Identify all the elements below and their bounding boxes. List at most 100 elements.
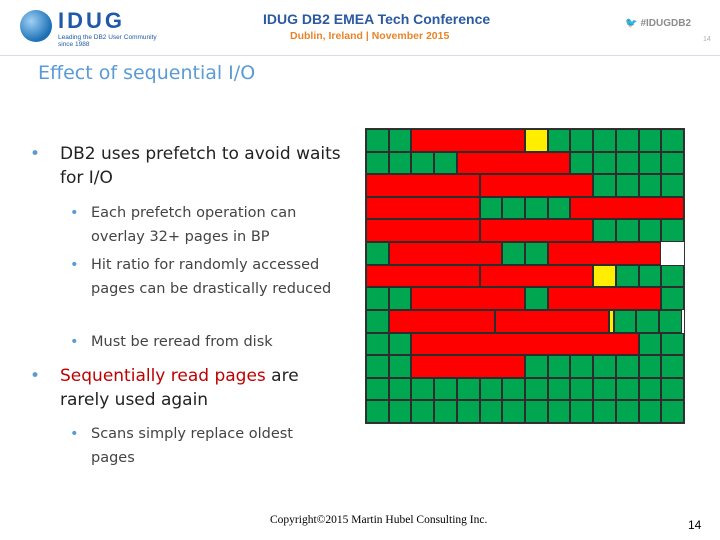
- page-frame-green: [593, 174, 616, 197]
- page-number: 14: [688, 518, 702, 532]
- page-frame-green: [525, 377, 548, 401]
- bullet-dot: •: [70, 205, 79, 221]
- page-frame-green: [593, 400, 616, 423]
- page-frame-green: [547, 377, 571, 401]
- page-frame-green: [366, 332, 389, 356]
- sub-bullet-text: Each prefetch operation can overlay 32+ …: [91, 205, 297, 245]
- page-frame-green: [615, 264, 639, 288]
- page-frame-green: [638, 129, 662, 152]
- hashtag: 🐦 #IDUGDB2: [625, 18, 691, 29]
- twitter-bird-icon: 🐦: [625, 18, 638, 29]
- hashtag-text: #IDUGDB2: [640, 18, 692, 29]
- page-frame-green: [366, 377, 389, 401]
- page-frame-green: [547, 355, 571, 378]
- bullet-dot: •: [30, 366, 41, 386]
- page-frame-green: [388, 287, 412, 310]
- page-frame-green: [525, 355, 548, 378]
- page-frame-red: [495, 309, 610, 333]
- page-frame-green: [570, 355, 594, 378]
- page-frame-red: [479, 174, 594, 197]
- page-frame-green: [388, 151, 412, 175]
- bullet-dot: •: [30, 144, 41, 164]
- page-frame-green: [661, 355, 684, 378]
- page-frame-green: [411, 377, 435, 401]
- page-frame-green: [615, 377, 639, 401]
- page-frame-green: [659, 309, 682, 333]
- page-frame-green: [366, 129, 389, 152]
- sub-bullet-text: Hit ratio for randomly accessed pages ca…: [91, 257, 332, 297]
- page-frame-green: [661, 264, 684, 288]
- page-frame-green: [661, 377, 684, 401]
- logo-tagline: Leading the DB2 User Community since 198…: [58, 34, 157, 48]
- globe-icon: [20, 10, 52, 42]
- bullet-dot: •: [70, 257, 79, 273]
- page-frame-green: [615, 129, 639, 152]
- highlight-text: Sequentially read pages: [60, 366, 266, 386]
- page-frame-green: [615, 355, 639, 378]
- page-frame-green: [388, 129, 412, 152]
- page-frame-yellow: [609, 309, 614, 333]
- page-frame-green: [570, 151, 594, 175]
- page-frame-green: [638, 377, 662, 401]
- page-frame-green: [456, 377, 480, 401]
- page-frame-green: [636, 309, 659, 333]
- bullet-dot: •: [70, 334, 79, 350]
- bullet-2-text: Sequentially read pages are rarely used …: [60, 364, 350, 412]
- page-frame-green: [570, 377, 594, 401]
- page-frame-green: [661, 129, 684, 152]
- page-frame-red: [366, 264, 480, 288]
- copyright: Copyright©2015 Martin Hubel Consulting I…: [270, 514, 488, 526]
- page-frame-green: [593, 355, 616, 378]
- page-frame-green: [661, 287, 684, 310]
- page-frame-green: [479, 377, 503, 401]
- slide-title: Effect of sequential I/O: [38, 62, 256, 84]
- buffer-pool-grid: [365, 128, 685, 424]
- page-frame-red: [570, 196, 684, 220]
- page-frame-red: [411, 355, 525, 378]
- page-frame-red: [388, 309, 496, 333]
- page-frame-green: [547, 196, 571, 220]
- page-frame-green: [411, 400, 435, 423]
- page-frame-red: [411, 129, 525, 152]
- page-frame-green: [366, 151, 389, 175]
- page-frame-green: [593, 129, 616, 152]
- page-frame-green: [366, 309, 389, 333]
- page-frame-green: [638, 332, 662, 356]
- page-frame-green: [593, 377, 616, 401]
- page-frame-green: [502, 242, 525, 265]
- page-frame-green: [638, 151, 662, 175]
- page-frame-red: [547, 287, 662, 310]
- page-frame-green: [411, 151, 435, 175]
- page-frame-green: [638, 174, 662, 197]
- page-frame-green: [615, 174, 639, 197]
- conference-title: IDUG DB2 EMEA Tech Conference: [263, 11, 491, 27]
- page-frame-green: [479, 196, 503, 220]
- page-frame-green: [661, 219, 684, 243]
- bullet-2-rest: are rarely used again: [60, 366, 299, 410]
- header-divider: [0, 55, 720, 56]
- page-frame-green: [388, 355, 412, 378]
- page-frame-green: [613, 309, 637, 333]
- page-frame-green: [502, 400, 525, 423]
- page-frame-green: [525, 400, 548, 423]
- header-page-number: 14: [703, 36, 711, 43]
- page-frame-red: [479, 219, 594, 243]
- page-frame-green: [502, 196, 525, 220]
- page-frame-green: [570, 400, 594, 423]
- page-frame-red: [388, 242, 503, 265]
- bullet-1-text: DB2 uses prefetch to avoid waits for I/O: [60, 144, 341, 188]
- page-frame-red: [411, 287, 525, 310]
- page-frame-green: [661, 400, 684, 423]
- page-frame-green: [547, 400, 571, 423]
- page-frame-green: [388, 332, 412, 356]
- page-frame-green: [434, 400, 457, 423]
- page-frame-green: [525, 196, 548, 220]
- page-frame-red: [479, 264, 594, 288]
- logo-text: IDUG: [58, 8, 125, 33]
- page-frame-red: [547, 242, 662, 265]
- page-frame-green: [366, 400, 389, 423]
- page-frame-green: [638, 219, 662, 243]
- page-frame-green: [638, 264, 662, 288]
- idug-logo: IDUG Leading the DB2 User Community sinc…: [20, 8, 160, 54]
- page-frame-red: [366, 196, 480, 220]
